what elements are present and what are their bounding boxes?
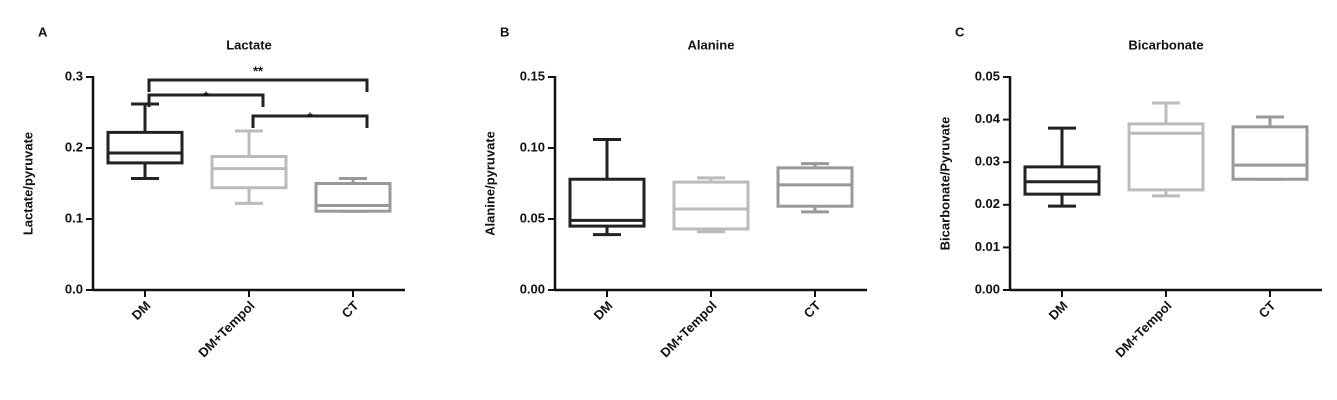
y-axis-label: Lactate/pyruvate xyxy=(20,132,35,235)
y-axis-label: Bicarbonate/Pyruvate xyxy=(937,117,952,251)
significance-bracket xyxy=(251,114,369,128)
x-tick-label: DM+Tempol xyxy=(1112,298,1174,360)
y-tick-label: 0.03 xyxy=(975,154,1000,169)
y-tick-label: 0.05 xyxy=(520,210,545,225)
y-tick-label: 0.00 xyxy=(520,281,545,296)
x-tick-label: CT xyxy=(1256,298,1279,321)
significance-bracket xyxy=(147,78,369,92)
chart-title: Alanine xyxy=(688,37,735,52)
y-tick-label: 0.15 xyxy=(520,68,545,83)
panel-letter: B xyxy=(500,24,509,39)
y-tick-label: 0.10 xyxy=(520,139,545,154)
y-tick-label: 0.01 xyxy=(975,239,1000,254)
box xyxy=(672,180,750,231)
box xyxy=(568,177,646,228)
significance-label: ** xyxy=(253,63,264,78)
x-tick-label: DM xyxy=(1046,298,1071,323)
x-tick-label: CT xyxy=(339,298,362,321)
box xyxy=(1127,122,1205,192)
chart-title: Bicarbonate xyxy=(1128,37,1203,52)
y-tick-label: 0.05 xyxy=(975,68,1000,83)
panel-letter: A xyxy=(38,24,48,39)
x-tick-label: CT xyxy=(801,298,824,321)
y-tick-label: 0.02 xyxy=(975,196,1000,211)
significance-label: * xyxy=(203,88,209,103)
x-tick-label: DM+Tempol xyxy=(657,298,719,360)
y-tick-label: 0.3 xyxy=(65,68,83,83)
y-axis-label: Alanine/pyruvate xyxy=(482,131,497,236)
y-tick-label: 0.1 xyxy=(65,210,83,225)
box xyxy=(314,182,392,213)
x-tick-label: DM+Tempol xyxy=(195,298,257,360)
y-tick-label: 0.0 xyxy=(65,281,83,296)
box xyxy=(776,166,854,208)
panel-letter: C xyxy=(955,24,965,39)
chart-title: Lactate xyxy=(226,37,272,52)
box xyxy=(1231,125,1309,181)
x-tick-label: DM xyxy=(129,298,154,323)
y-tick-label: 0.00 xyxy=(975,281,1000,296)
significance-label: * xyxy=(307,109,313,124)
box xyxy=(106,130,184,165)
y-tick-label: 0.04 xyxy=(975,111,1001,126)
y-tick-label: 0.2 xyxy=(65,139,83,154)
box xyxy=(210,155,288,190)
x-tick-label: DM xyxy=(591,298,616,323)
significance-bracket xyxy=(147,93,265,107)
